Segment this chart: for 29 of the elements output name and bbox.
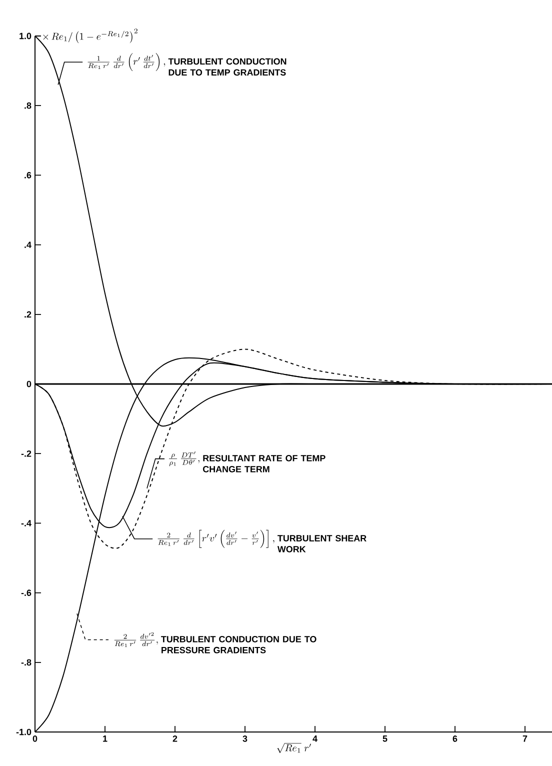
x-tick-label: 6: [452, 736, 458, 742]
y-tick-label: .8: [24, 102, 32, 109]
x-tick-label: 2: [172, 736, 178, 742]
y-tick-label: -.4: [21, 520, 32, 526]
y-tick-label: -.8: [21, 659, 32, 666]
annotation: TURBULENT SHEAR WORK: [277, 535, 366, 552]
y-tick-label: .6: [24, 172, 32, 178]
y-axis-title: $\times\, Re_1/\left(1-e^{-Re_1/2}\right)^2$: [43, 28, 138, 44]
annotation: $\frac{\rho}{\rho_1}\,\frac{DT'}{D\theta'},$: [168, 452, 200, 466]
x-tick-label: 7: [522, 736, 528, 742]
x-tick-label: 5: [382, 736, 388, 742]
annotation: $\frac{2}{Re_1\, r'}\,\frac{dv'^2}{dr'},$: [114, 632, 158, 648]
y-tick-label: -.2: [21, 450, 32, 457]
y-tick-label: 0: [26, 380, 32, 388]
annotation: $\frac{2}{Re_1\, r'}\,\frac{d}{dr'}\left[r'v'\left(\frac{dv'}{dr'}-\frac{v'}{r'}\right)\right],$: [158, 530, 274, 548]
y-tick-label: -1.0: [16, 728, 32, 736]
y-tick-label: .2: [24, 311, 32, 318]
annotation: TURBULENT CONDUCTION DUE TO PRESSURE GRADIENTS: [161, 636, 316, 654]
x-tick-label: 4: [312, 736, 318, 742]
y-tick-label: .4: [24, 242, 32, 248]
annotation: RESULTANT RATE OF TEMP CHANGE TERM: [203, 455, 326, 472]
x-tick-label: 3: [242, 736, 248, 742]
annotation: $\frac{1}{Re_1\, r'}\,\frac{d}{dr'}\left(r'\,\frac{dt'}{dr'}\right),$: [88, 53, 166, 72]
x-tick-label: 0: [32, 736, 38, 742]
y-tick-label: 1.0: [20, 32, 32, 40]
x-tick-label: 1: [103, 736, 108, 742]
annotation: TURBULENT CONDUCTION DUE TO TEMP GRADIENTS: [168, 58, 286, 76]
x-axis-title: $\sqrt{Re_1}\; r'$: [277, 743, 311, 754]
y-tick-label: -.6: [21, 590, 32, 596]
